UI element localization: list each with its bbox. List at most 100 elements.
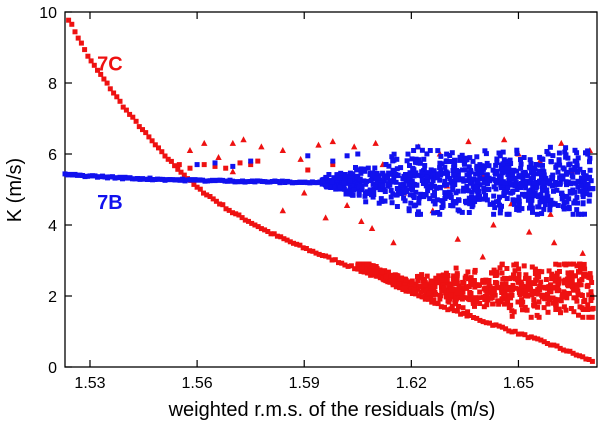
series-7c-point — [477, 317, 483, 323]
series-7b-point — [484, 176, 490, 182]
series-7c-triangle — [229, 168, 237, 175]
series-7c-point — [569, 270, 575, 276]
series-7c-point — [508, 275, 514, 281]
series-7c-point — [477, 301, 483, 306]
series-7b-point — [497, 153, 503, 159]
series-7b-point — [393, 171, 399, 177]
series-7b-point — [577, 188, 583, 194]
series-7c-point — [445, 307, 451, 313]
series-7b-point — [453, 199, 459, 205]
series-7c-point — [580, 354, 586, 360]
series-7c-point — [237, 160, 243, 166]
series-7c-point — [472, 295, 478, 301]
series-7c-point — [535, 291, 541, 297]
series-7b-point — [449, 150, 455, 156]
series-7c-point — [443, 270, 449, 276]
series-7c-point — [207, 194, 213, 199]
series-7b-point — [501, 157, 507, 163]
series-7c-point — [130, 114, 136, 120]
series-7b-point — [552, 182, 558, 188]
series-7c-triangle — [297, 155, 304, 162]
series-7b-point — [477, 162, 483, 168]
series-7c-point — [576, 312, 581, 318]
series-7b-point — [362, 168, 368, 174]
series-7b-point — [446, 189, 452, 195]
series-7b-point — [356, 190, 362, 196]
series-7b-point — [372, 184, 378, 190]
series-7c-point — [563, 307, 569, 313]
series-7b-point — [374, 175, 379, 181]
series-7b-point — [483, 186, 489, 192]
series-7c-point — [456, 295, 462, 301]
series-7c-triangle — [215, 154, 222, 161]
series-7c-point — [461, 280, 467, 286]
series-7c-point — [348, 263, 354, 269]
series-7c-point — [175, 166, 181, 172]
series-7b-point — [512, 183, 518, 189]
series-7b-point — [439, 205, 445, 210]
series-7b-point — [459, 209, 465, 215]
series-7b-point — [487, 201, 493, 207]
series-7c-triangle — [479, 253, 486, 260]
series-7c-point — [443, 280, 449, 286]
series-7b-point — [470, 183, 476, 189]
series-7c-point — [212, 163, 218, 169]
series-7c-point — [511, 262, 517, 268]
series-7b-point — [417, 160, 423, 166]
series-7c-point — [560, 347, 566, 353]
series-7b-point — [496, 150, 502, 156]
series-7c-point — [545, 309, 551, 315]
series-7c-triangle — [258, 143, 265, 150]
series-7b-point — [407, 172, 413, 178]
series-7c-triangle — [579, 249, 586, 256]
series-7b-point — [503, 180, 508, 186]
series-7b-point — [585, 186, 591, 192]
series-7b-point — [497, 194, 502, 200]
series-7c-point — [556, 262, 562, 268]
series-7b-point — [526, 180, 532, 186]
series-7c-point — [316, 251, 322, 257]
series-7c-point — [567, 261, 573, 267]
series-7b-point — [365, 190, 371, 196]
series-7b-point — [386, 163, 392, 169]
series-7b-point — [530, 174, 536, 180]
series-7b-point — [354, 174, 360, 180]
series-7c-point — [484, 291, 490, 297]
series-7b-point — [494, 199, 499, 205]
series-7c-point — [451, 289, 457, 295]
series-7c-point — [223, 206, 229, 212]
series-7c-point — [66, 17, 72, 23]
series-7b-point — [564, 199, 570, 205]
series-7b-point — [514, 168, 520, 174]
series-7b-point — [494, 160, 500, 166]
series-7b-point — [334, 177, 340, 183]
series-7c-point — [542, 285, 548, 291]
series-7b-point — [516, 198, 522, 204]
series-7b-point — [557, 162, 563, 168]
series-7b-point — [462, 167, 468, 173]
series-7c-point — [443, 294, 449, 300]
series-7b-point — [401, 181, 407, 187]
series-7b-point — [411, 203, 417, 209]
series-7c-point — [548, 342, 554, 348]
series-7b-point — [530, 183, 536, 189]
series-7c-point — [590, 305, 596, 311]
series-7c-point — [201, 190, 206, 196]
series-7c-point — [419, 272, 425, 278]
series-7c-point — [579, 277, 585, 282]
series-7b-point — [419, 147, 425, 153]
series-7b-point — [341, 186, 347, 192]
series-7b-point — [574, 163, 580, 169]
series-7c-point — [561, 261, 567, 267]
series-7b-point — [563, 152, 569, 158]
series-7b-point — [439, 161, 445, 167]
series-7b-point — [587, 155, 593, 161]
series-7b-point — [576, 211, 581, 217]
series-7b-point — [445, 171, 451, 177]
series-7b-point — [432, 201, 438, 207]
series-7c-point — [271, 231, 277, 237]
series-7b-point — [526, 188, 532, 194]
series-7b-point — [498, 179, 504, 185]
series-7b-point — [464, 172, 470, 178]
series-7b-point — [212, 160, 218, 166]
